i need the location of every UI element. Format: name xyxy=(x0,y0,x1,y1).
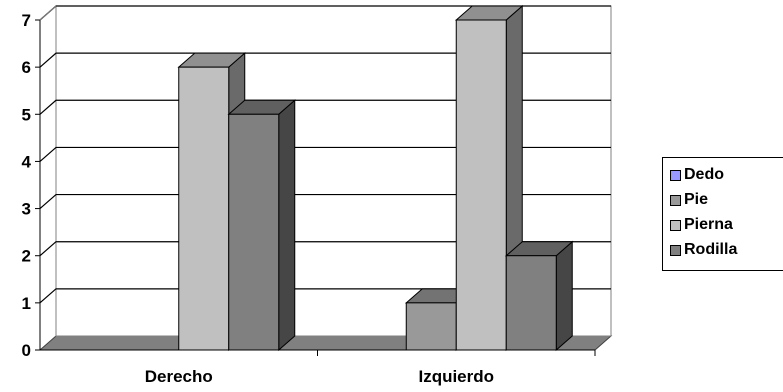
legend-item-dedo: Dedo xyxy=(670,164,724,186)
y-tick-label: 6 xyxy=(22,58,31,77)
legend-swatch-dedo xyxy=(670,169,681,181)
wall-edge xyxy=(39,5,57,21)
gridline xyxy=(39,52,611,68)
bar-rodilla-derecho xyxy=(227,99,297,352)
legend: Dedo Pie Pierna Rodilla xyxy=(662,157,783,271)
y-tick-label: 4 xyxy=(22,152,32,171)
bar-rodilla-izquierdo xyxy=(504,240,574,352)
legend-label-pie: Pie xyxy=(684,191,709,208)
legend-item-pierna: Pierna xyxy=(670,214,733,236)
bars xyxy=(177,4,574,352)
y-tick-label: 1 xyxy=(22,294,31,313)
legend-label-rodilla: Rodilla xyxy=(684,241,738,258)
y-tick-labels: 0 1 2 3 4 5 6 7 xyxy=(22,11,32,360)
y-tick-label: 3 xyxy=(22,200,31,219)
legend-label-dedo: Dedo xyxy=(684,166,724,183)
legend-swatch-rodilla xyxy=(670,244,681,256)
x-tick-label: Derecho xyxy=(145,367,213,386)
y-tick-label: 7 xyxy=(22,11,31,30)
gridline xyxy=(39,146,611,162)
gridline xyxy=(39,241,611,257)
legend-swatch-pierna xyxy=(670,219,681,231)
gridline xyxy=(39,99,611,115)
y-tick-label: 5 xyxy=(22,105,31,124)
x-tick-label: Izquierdo xyxy=(418,367,494,386)
legend-swatch-pie xyxy=(670,194,681,206)
legend-item-pie: Pie xyxy=(670,189,708,211)
y-tick-label: 2 xyxy=(22,247,31,266)
legend-label-pierna: Pierna xyxy=(684,216,733,233)
legend-item-rodilla: Rodilla xyxy=(670,239,737,261)
gridline xyxy=(39,193,611,210)
y-tick-label: 0 xyxy=(22,341,31,360)
x-tick-labels: Derecho Izquierdo xyxy=(145,367,494,386)
